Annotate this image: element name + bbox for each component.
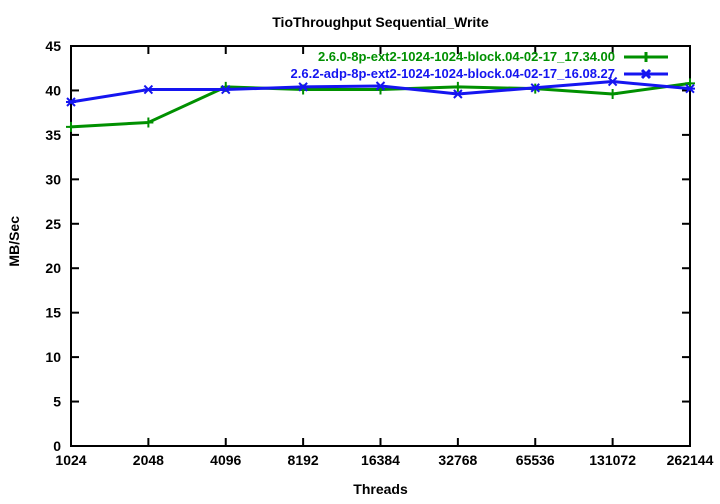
y-tick-label: 40 (45, 82, 61, 98)
legend: 2.6.0-8p-ext2-1024-1024-block.04-02-17_1… (291, 48, 670, 82)
x-tick-label: 2048 (133, 452, 164, 468)
legend-line-sample-series2 (624, 68, 668, 79)
legend-line-sample-series1 (624, 51, 668, 62)
y-tick-label: 25 (45, 216, 61, 232)
series-markers-2 (66, 76, 695, 107)
legend-sample-mark (624, 68, 668, 79)
x-axis-label: Threads (353, 481, 408, 497)
legend-label-series2: 2.6.2-adp-8p-ext2-1024-1024-block.04-02-… (290, 66, 615, 81)
x-tick-label: 262144 (667, 452, 714, 468)
legend-entry-series1: 2.6.0-8p-ext2-1024-1024-block.04-02-17_1… (291, 48, 670, 65)
y-tick-label: 15 (45, 305, 61, 321)
x-tick-label: 4096 (210, 452, 241, 468)
y-tick-label: 35 (45, 127, 61, 143)
legend-entry-series2: 2.6.2-adp-8p-ext2-1024-1024-block.04-02-… (291, 65, 670, 82)
legend-label-series1: 2.6.0-8p-ext2-1024-1024-block.04-02-17_1… (317, 49, 615, 64)
plot-border (70, 45, 691, 447)
y-tick-label: 30 (45, 171, 61, 187)
y-tick-label: 20 (45, 260, 61, 276)
x-tick-label: 8192 (288, 452, 319, 468)
x-tick-label: 1024 (55, 452, 86, 468)
x-tick-label: 131072 (589, 452, 636, 468)
x-tick-label: 32768 (438, 452, 477, 468)
y-tick-label: 45 (45, 38, 61, 54)
y-tick-label: 0 (53, 438, 61, 454)
chart-title: TioThroughput Sequential_Write (272, 14, 489, 30)
x-tick-label: 16384 (361, 452, 400, 468)
legend-sample-mark (624, 51, 668, 62)
y-tick-label: 10 (45, 349, 61, 365)
y-tick-label: 5 (53, 394, 61, 410)
x-tick-label: 65536 (516, 452, 555, 468)
